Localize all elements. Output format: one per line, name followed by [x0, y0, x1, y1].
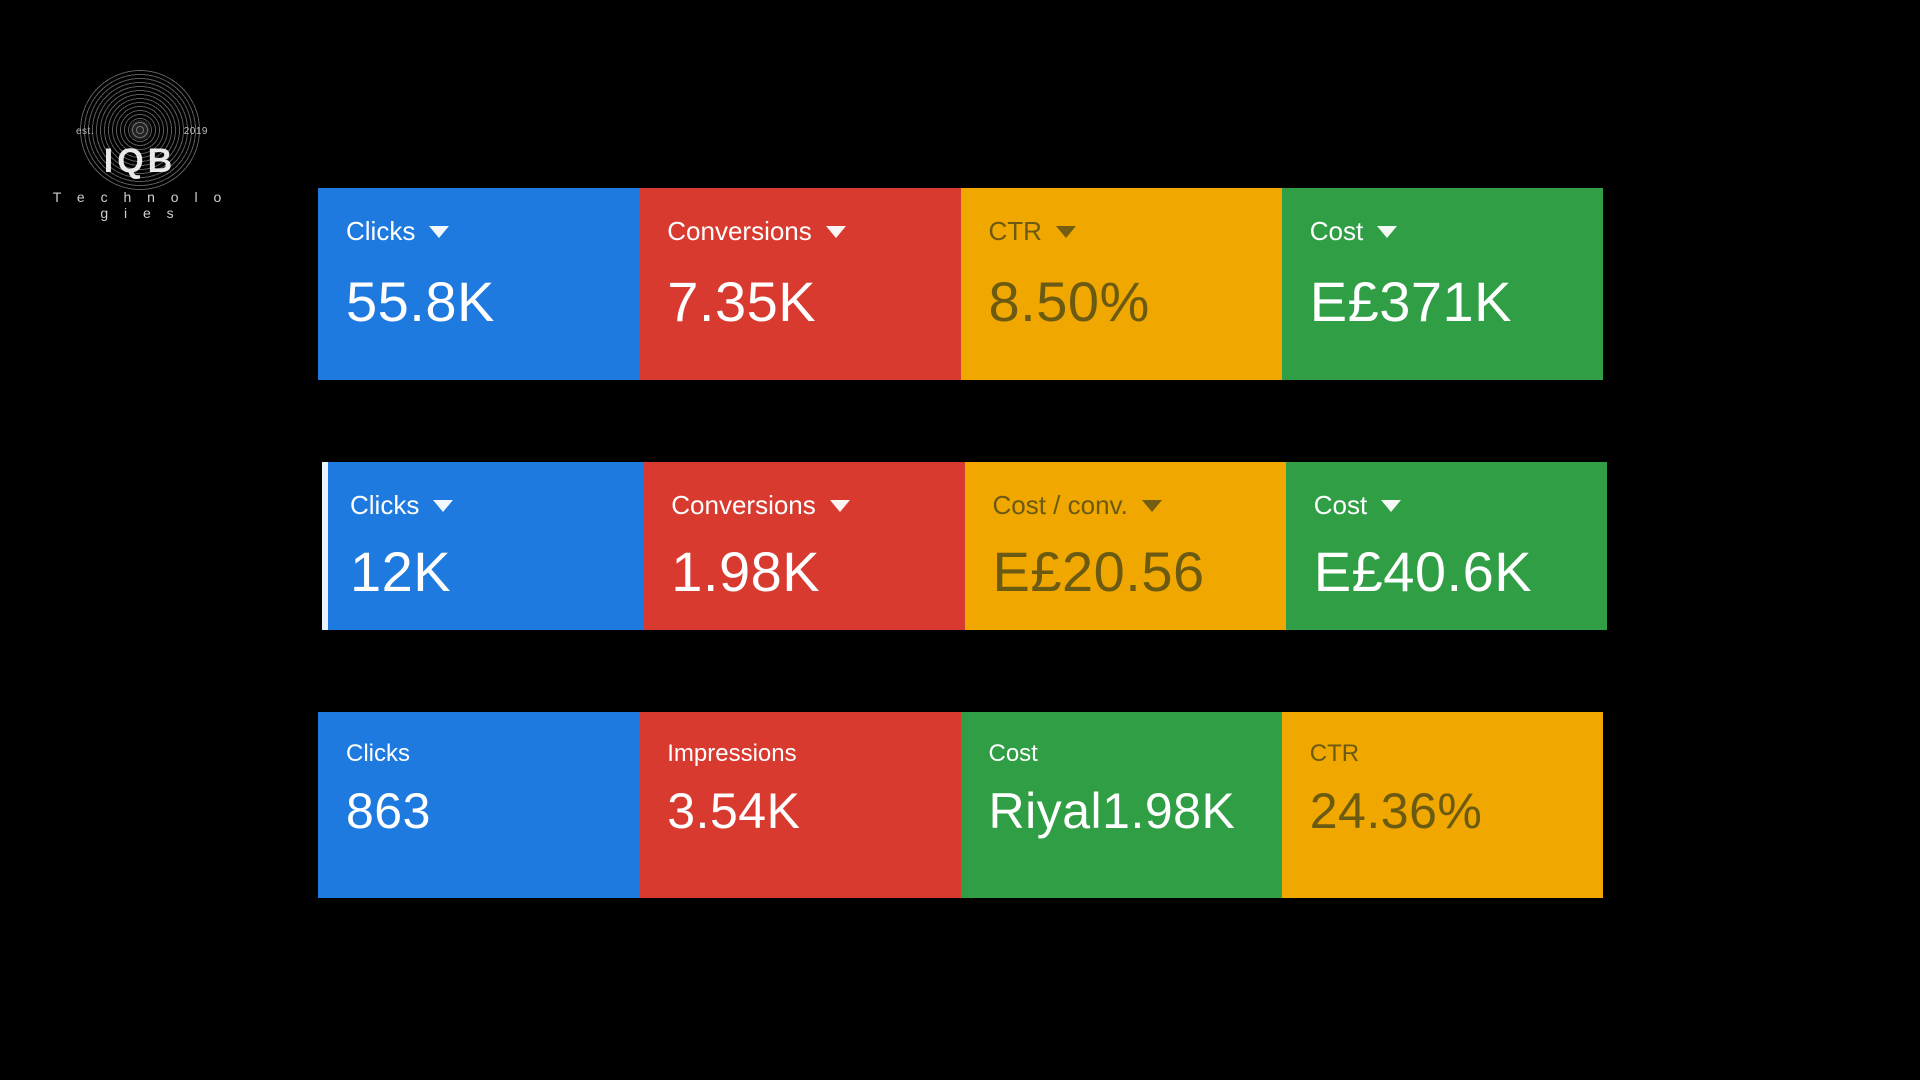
metric-value: E£40.6K [1314, 539, 1579, 604]
metric-value: 24.36% [1310, 782, 1575, 840]
metric-value: 7.35K [667, 269, 932, 334]
brand-logo: est. 2019 IQB T e c h n o l o g i e s [50, 70, 230, 230]
metric-card-conversions[interactable]: Conversions 7.35K [639, 188, 960, 380]
chevron-down-icon [830, 500, 850, 512]
metric-label: Conversions [671, 490, 816, 521]
chevron-down-icon [1142, 500, 1162, 512]
metric-label: Cost [1314, 490, 1367, 521]
chevron-down-icon [1056, 226, 1076, 238]
logo-est: est. [76, 126, 94, 137]
metric-card-cost[interactable]: Cost E£40.6K [1286, 462, 1607, 630]
metric-label: Conversions [667, 216, 812, 247]
chevron-down-icon [433, 500, 453, 512]
metric-card-impressions[interactable]: Impressions 3.54K [639, 712, 960, 898]
metric-label: Cost / conv. [993, 490, 1128, 521]
metric-label: Clicks [350, 490, 419, 521]
logo-year: 2019 [184, 126, 208, 137]
metric-value: 863 [346, 782, 611, 840]
metric-label: Cost [1310, 216, 1363, 247]
metric-value: 55.8K [346, 269, 611, 334]
logo-sub: T e c h n o l o g i e s [50, 189, 230, 221]
stage: est. 2019 IQB T e c h n o l o g i e s Cl… [0, 0, 1920, 1080]
metric-card-clicks[interactable]: Clicks 863 [318, 712, 639, 898]
metric-rows: Clicks 55.8K Conversions 7.35K CTR 8.50% Co… [318, 188, 1603, 898]
metric-card-cost[interactable]: Cost Riyal1.98K [961, 712, 1282, 898]
metric-label: Cost [989, 740, 1038, 768]
metric-value: 8.50% [989, 269, 1254, 334]
metric-label: CTR [989, 216, 1042, 247]
metric-row: Clicks 55.8K Conversions 7.35K CTR 8.50% Co… [318, 188, 1603, 380]
metric-value: 1.98K [671, 539, 936, 604]
metric-label: Impressions [667, 740, 796, 768]
metric-label: CTR [1310, 740, 1359, 768]
chevron-down-icon [429, 226, 449, 238]
metric-card-clicks[interactable]: Clicks 12K [322, 462, 643, 630]
chevron-down-icon [1377, 226, 1397, 238]
metric-label: Clicks [346, 740, 410, 768]
metric-value: Riyal1.98K [989, 782, 1254, 840]
metric-card-clicks[interactable]: Clicks 55.8K [318, 188, 639, 380]
metric-value: 12K [350, 539, 615, 604]
metric-value: E£20.56 [993, 539, 1258, 604]
metric-card-cost[interactable]: Cost E£371K [1282, 188, 1603, 380]
metric-value: 3.54K [667, 782, 932, 840]
metric-label: Clicks [346, 216, 415, 247]
metric-card-conversions[interactable]: Conversions 1.98K [643, 462, 964, 630]
metric-card-ctr[interactable]: CTR 24.36% [1282, 712, 1603, 898]
metric-card-cost-conv[interactable]: Cost / conv. E£20.56 [965, 462, 1286, 630]
left-edge-icon [322, 462, 328, 630]
metric-card-ctr[interactable]: CTR 8.50% [961, 188, 1282, 380]
chevron-down-icon [826, 226, 846, 238]
metric-value: E£371K [1310, 269, 1575, 334]
metric-row: Clicks 12K Conversions 1.98K Cost / conv. E… [322, 462, 1607, 630]
chevron-down-icon [1381, 500, 1401, 512]
logo-circle-icon: est. 2019 [80, 70, 200, 190]
metric-row: Clicks 863 Impressions 3.54K Cost Riyal1.98… [318, 712, 1603, 898]
